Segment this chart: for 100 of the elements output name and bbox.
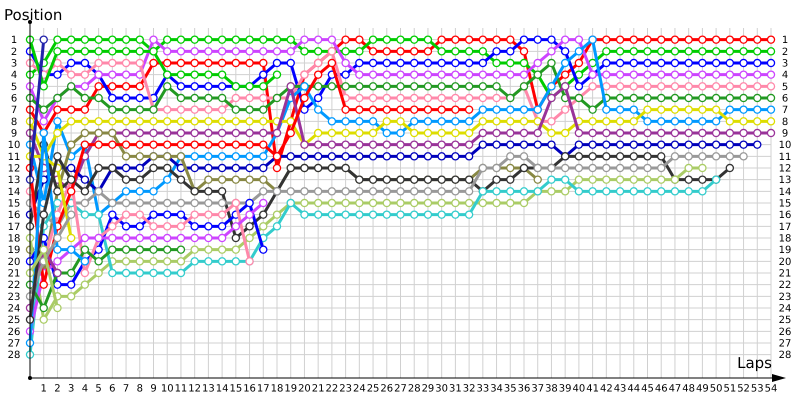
x-tick-label: 35 [504, 384, 517, 394]
x-tick-label: 23 [339, 384, 352, 394]
x-tick-label: 21 [312, 384, 325, 394]
x-tick-label: 5 [95, 384, 102, 394]
y2-tick-label: 5 [782, 82, 788, 93]
x-tick-label: 45 [641, 384, 654, 394]
y-tick-label: 17 [8, 222, 20, 233]
x-axis-title: Laps [737, 354, 772, 372]
y2-tick-label: 11 [778, 152, 792, 163]
y-tick-label: 14 [8, 186, 20, 198]
y-tick-label: 25 [8, 315, 20, 326]
y2-tick-label: 28 [778, 350, 792, 362]
y2-tick-label: 9 [782, 128, 788, 140]
y-tick-label: 28 [8, 350, 20, 362]
y-tick-label: 4 [10, 70, 18, 82]
y2-tick-label: 23 [778, 292, 792, 303]
y-tick-label: 6 [10, 94, 18, 104]
y-tick-label: 23 [8, 292, 20, 303]
y-axis-title: Position [4, 6, 62, 24]
y2-tick-label: 8 [782, 116, 788, 128]
x-tick-label: 29 [422, 384, 434, 394]
x-tick-label: 15 [229, 384, 242, 394]
x-tick-label: 4 [82, 384, 88, 394]
y-tick-label: 16 [8, 210, 20, 222]
y-tick-label: 5 [10, 82, 18, 93]
y2-tick-label: 20 [778, 256, 792, 268]
x-tick-label: 3 [68, 384, 74, 394]
x-tick-label: 2 [54, 384, 61, 394]
x-tick-label: 26 [380, 384, 394, 394]
x-tick-label: 6 [109, 384, 116, 394]
x-tick-label: 7 [122, 384, 130, 394]
y2-tick-label: 6 [782, 94, 788, 104]
y-tick-label: 3 [10, 58, 18, 70]
y-tick-label: 21 [8, 268, 20, 280]
y2-tick-label: 3 [782, 58, 788, 70]
x-tick-label: 54 [764, 384, 778, 394]
y-tick-label: 8 [10, 116, 18, 128]
y2-tick-label: 16 [778, 210, 792, 222]
x-tick-label: 44 [627, 384, 640, 394]
x-tick-label: 40 [572, 384, 586, 394]
x-tick-label: 18 [270, 384, 284, 394]
y2-tick-label: 4 [782, 70, 788, 82]
x-tick-label: 13 [202, 384, 215, 394]
y2-tick-label: 18 [778, 234, 792, 244]
y-tick-label: 22 [8, 280, 20, 292]
x-tick-label: 27 [394, 384, 407, 394]
x-tick-label: 8 [136, 384, 143, 394]
y2-tick-label: 25 [778, 315, 792, 326]
x-tick-label: 33 [476, 384, 490, 394]
x-tick-label: 24 [352, 384, 366, 394]
x-tick-label: 14 [216, 384, 228, 394]
x-tick-label: 50 [710, 384, 722, 394]
y2-tick-label: 27 [778, 338, 792, 350]
y2-tick-label: 10 [778, 140, 792, 152]
y2-tick-label: 13 [778, 175, 792, 186]
y-tick-label: 10 [8, 140, 20, 152]
y-tick-label: 1 [10, 35, 18, 46]
x-tick-label: 37 [531, 384, 544, 394]
x-tick-label: 28 [408, 384, 421, 394]
y2-tick-label: 2 [782, 46, 788, 58]
y-tick-label: 19 [8, 245, 20, 256]
y-tick-label: 18 [8, 234, 20, 244]
x-tick-label: 20 [298, 384, 311, 394]
x-tick-label: 53 [750, 384, 764, 394]
y2-tick-label: 1 [782, 35, 788, 46]
x-tick-label: 25 [366, 384, 380, 394]
y-tick-label: 26 [8, 326, 20, 338]
y-tick-label: 12 [8, 164, 20, 174]
y2-tick-label: 15 [778, 198, 792, 210]
x-tick-label: 16 [243, 384, 256, 394]
y2-tick-label: 26 [778, 326, 792, 338]
x-tick-label: 52 [737, 384, 750, 394]
x-tick-label: 12 [188, 384, 202, 394]
y2-tick-label: 19 [778, 245, 792, 256]
x-tick-label: 43 [614, 384, 626, 394]
y-tick-label: 9 [10, 128, 18, 140]
y2-tick-label: 12 [778, 164, 792, 174]
x-tick-label: 48 [682, 384, 696, 394]
x-tick-label: 1 [40, 384, 47, 394]
y2-tick-label: 21 [778, 268, 792, 280]
x-tick-label: 10 [160, 384, 174, 394]
x-tick-label: 39 [558, 384, 572, 394]
x-tick-label: 34 [490, 384, 503, 394]
y-tick-label: 27 [8, 338, 20, 350]
y-tick-label: 24 [8, 304, 20, 314]
y2-tick-label: 17 [778, 222, 792, 233]
x-tick-label: 47 [668, 384, 682, 394]
y2-tick-label: 14 [778, 186, 792, 198]
y2-tick-label: 7 [782, 105, 788, 116]
x-tick-label: 46 [654, 384, 668, 394]
x-tick-label: 41 [586, 384, 599, 394]
x-tick-label: 38 [545, 384, 558, 394]
x-tick-label: 32 [462, 384, 476, 394]
x-tick-label: 51 [723, 384, 736, 394]
y-tick-label: 7 [10, 105, 18, 116]
y-tick-label: 11 [8, 152, 20, 163]
y2-tick-label: 22 [778, 280, 792, 292]
x-tick-label: 42 [600, 384, 613, 394]
x-tick-label: 9 [150, 384, 157, 394]
x-tick-label: 17 [256, 384, 270, 394]
